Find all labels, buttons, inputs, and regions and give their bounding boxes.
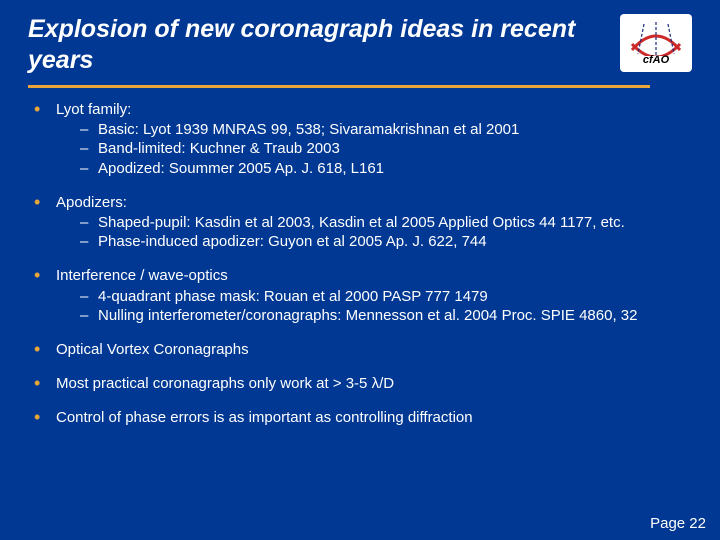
bullet-text: Lyot family: bbox=[56, 101, 131, 118]
bullet-item: Optical Vortex Coronagraphs bbox=[34, 340, 692, 359]
sub-item: Basic: Lyot 1939 MNRAS 99, 538; Sivarama… bbox=[80, 120, 692, 139]
slide-title: Explosion of new coronagraph ideas in re… bbox=[28, 14, 608, 75]
sub-item: Shaped-pupil: Kasdin et al 2003, Kasdin … bbox=[80, 213, 692, 232]
logo-icon bbox=[626, 20, 686, 56]
bullet-text: Apodizers: bbox=[56, 194, 127, 211]
bullet-item: Apodizers: Shaped-pupil: Kasdin et al 20… bbox=[34, 193, 692, 252]
sub-list: Basic: Lyot 1939 MNRAS 99, 538; Sivarama… bbox=[56, 120, 692, 178]
sub-item: Band-limited: Kuchner & Traub 2003 bbox=[80, 139, 692, 158]
page-number: Page 22 bbox=[650, 515, 706, 532]
header-row: Explosion of new coronagraph ideas in re… bbox=[28, 14, 692, 75]
logo-label: cfAO bbox=[643, 54, 669, 66]
sub-list: 4-quadrant phase mask: Rouan et al 2000 … bbox=[56, 287, 692, 325]
bullet-item: Most practical coronagraphs only work at… bbox=[34, 374, 692, 393]
sub-item: Phase-induced apodizer: Guyon et al 2005… bbox=[80, 232, 692, 251]
bullet-item: Lyot family: Basic: Lyot 1939 MNRAS 99, … bbox=[34, 100, 692, 178]
bullet-text: Optical Vortex Coronagraphs bbox=[56, 341, 249, 358]
bullet-text: Interference / wave-optics bbox=[56, 267, 228, 284]
title-rule bbox=[28, 85, 650, 88]
sub-item: 4-quadrant phase mask: Rouan et al 2000 … bbox=[80, 287, 692, 306]
bullet-text: Control of phase errors is as important … bbox=[56, 409, 473, 426]
sub-item: Nulling interferometer/coronagraphs: Men… bbox=[80, 306, 692, 325]
content: Lyot family: Basic: Lyot 1939 MNRAS 99, … bbox=[28, 100, 692, 427]
bullet-item: Interference / wave-optics 4-quadrant ph… bbox=[34, 266, 692, 325]
logo: cfAO bbox=[620, 14, 692, 72]
bullet-list: Lyot family: Basic: Lyot 1939 MNRAS 99, … bbox=[28, 100, 692, 427]
slide: Explosion of new coronagraph ideas in re… bbox=[0, 0, 720, 540]
bullet-text: Most practical coronagraphs only work at… bbox=[56, 375, 394, 392]
sub-item: Apodized: Soummer 2005 Ap. J. 618, L161 bbox=[80, 159, 692, 178]
bullet-item: Control of phase errors is as important … bbox=[34, 408, 692, 427]
sub-list: Shaped-pupil: Kasdin et al 2003, Kasdin … bbox=[56, 213, 692, 251]
